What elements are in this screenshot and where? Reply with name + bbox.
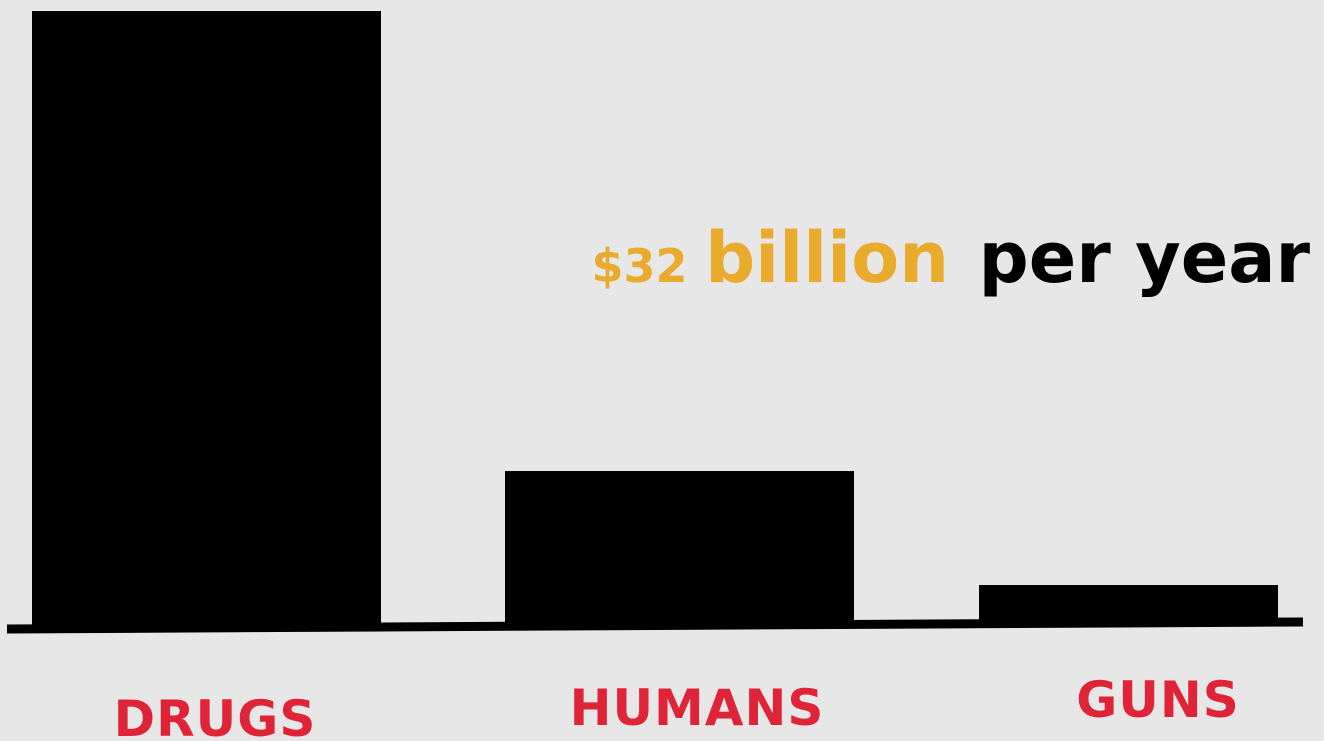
bars-group	[32, 11, 1278, 627]
annotation-unit: billion	[705, 217, 949, 299]
annotation-amount: $32	[591, 239, 687, 293]
bar-guns	[979, 585, 1278, 622]
annotation-suffix: per year	[979, 217, 1311, 299]
category-label-drugs: DRUGS	[114, 690, 317, 741]
category-label-guns: GUNS	[1076, 671, 1240, 729]
category-labels-group: DRUGS HUMANS GUNS	[114, 671, 1240, 741]
bar-drugs	[32, 11, 381, 627]
annotation-text: $32 billion per year	[591, 217, 1310, 299]
chart-baseline	[6, 617, 1304, 634]
category-label-humans: HUMANS	[570, 679, 825, 737]
bar-humans	[505, 471, 854, 625]
